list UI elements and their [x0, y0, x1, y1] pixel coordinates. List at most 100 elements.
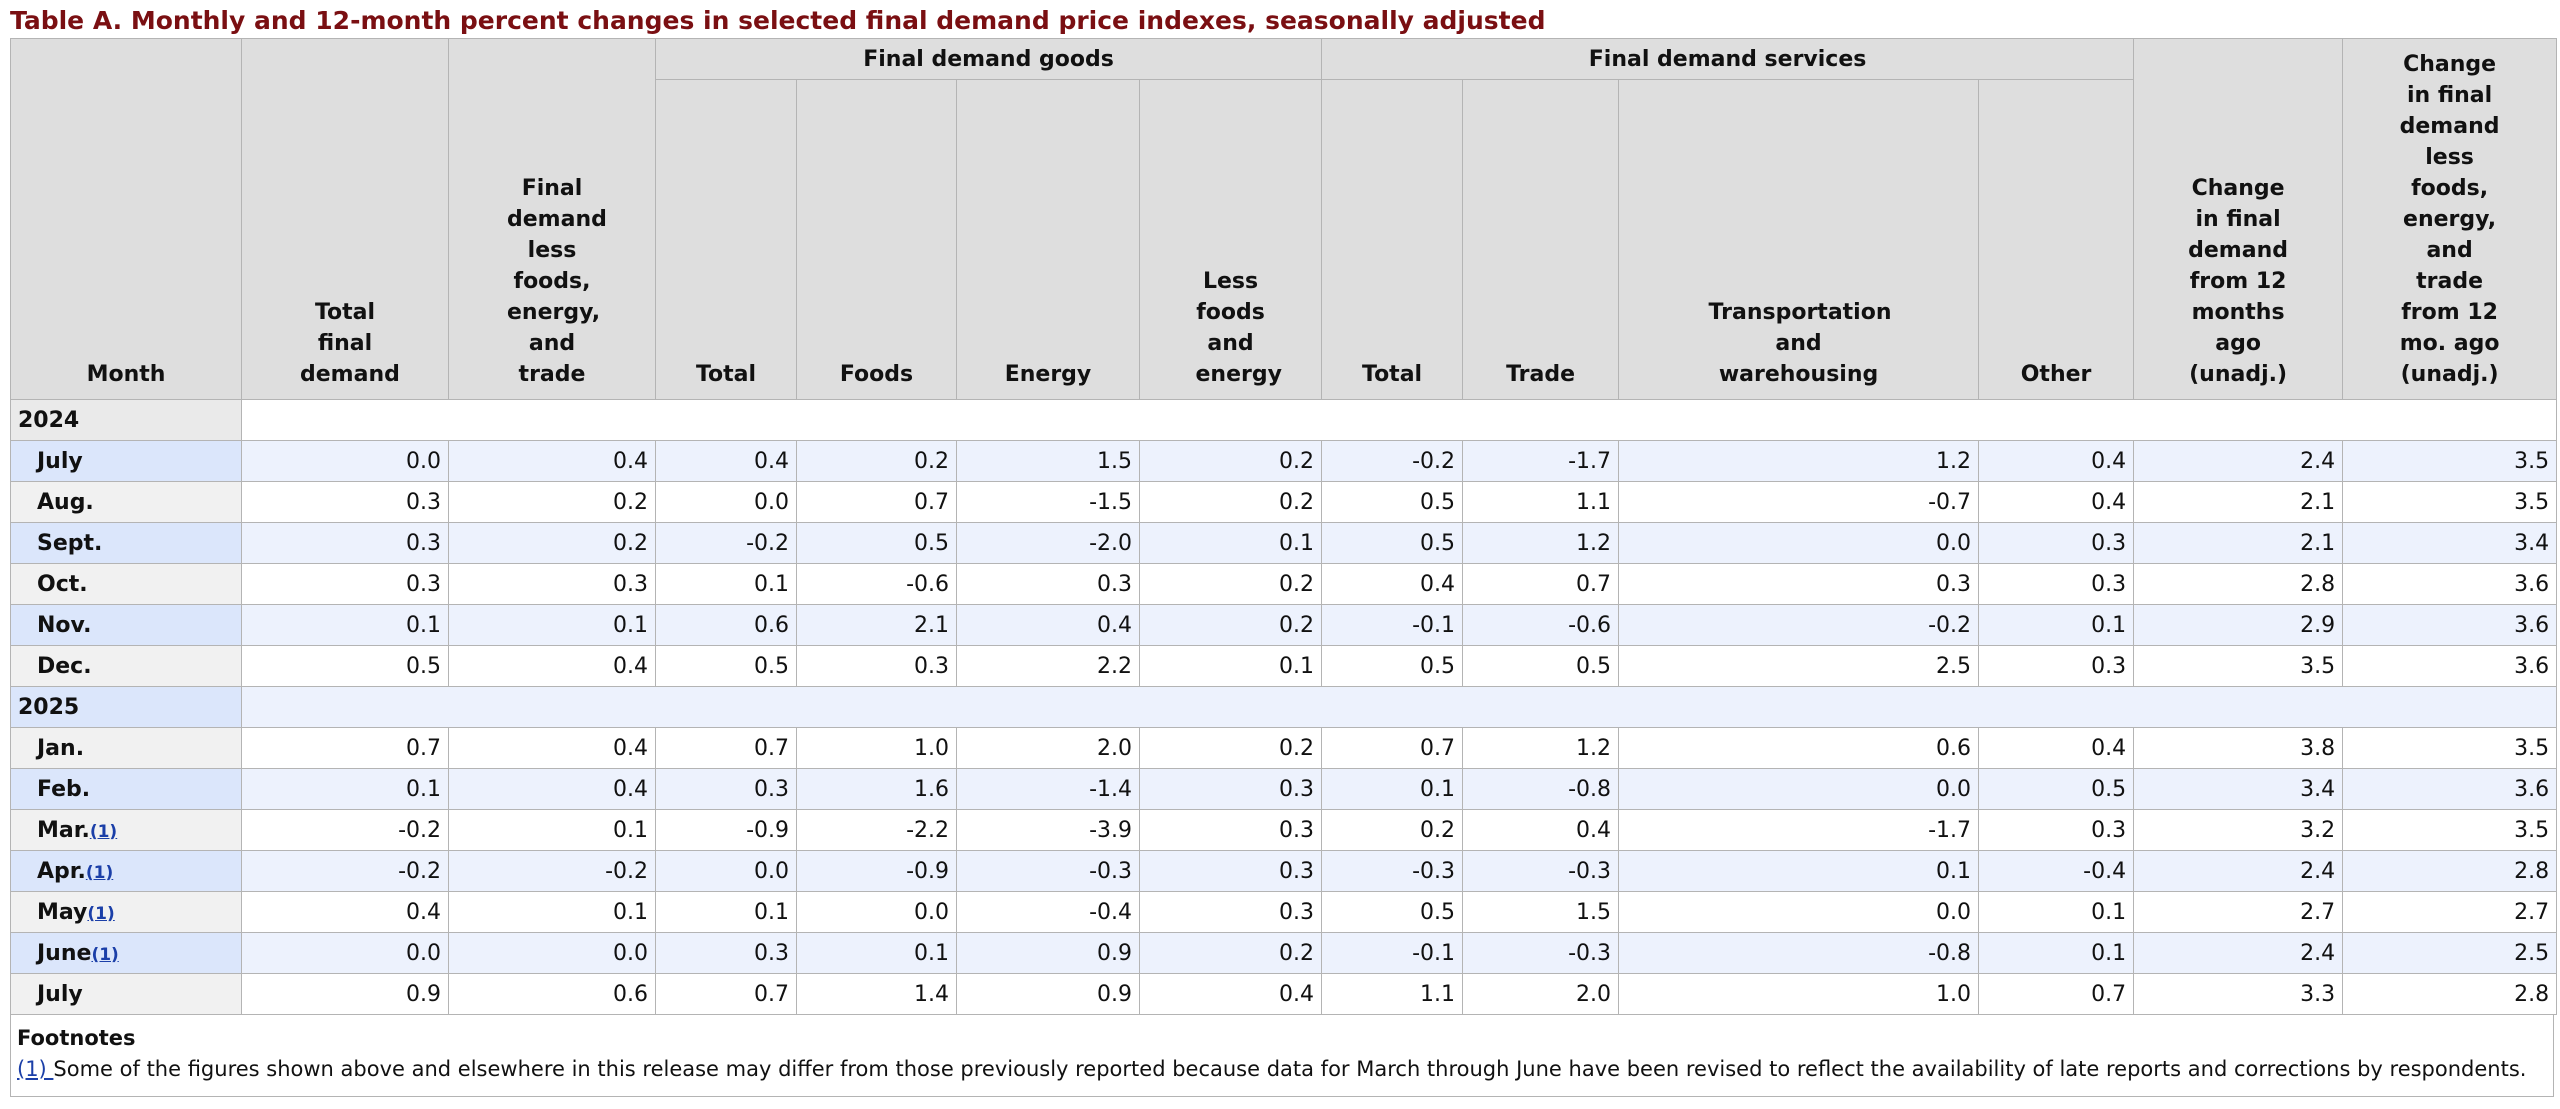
cell-services-transportation: -0.2 — [1618, 604, 1980, 646]
cell-services-total: 0.2 — [1321, 809, 1464, 851]
cell-change-less-12-months: 2.8 — [2342, 973, 2558, 1015]
cell-services-transportation: -0.7 — [1618, 481, 1980, 523]
cell-services-other: 0.1 — [1978, 932, 2135, 974]
table-row: June(1) 0.0 0.0 0.3 0.1 0.9 0.2 -0.1 -0.3 -0.8 0.1… — [10, 932, 2558, 974]
cell-change-12-months: 2.4 — [2133, 850, 2344, 892]
cell-services-trade: -1.7 — [1462, 440, 1620, 482]
year-label: 2025 — [10, 686, 242, 728]
cell-goods-energy: 0.9 — [956, 973, 1140, 1015]
cell-total-final-demand: 0.9 — [241, 973, 449, 1015]
cell-change-less-12-months: 3.5 — [2342, 727, 2558, 769]
cell-services-total: 0.5 — [1321, 891, 1464, 933]
cell-goods-foods: 0.0 — [796, 891, 957, 933]
cell-goods-energy: -0.4 — [956, 891, 1140, 933]
cell-services-trade: -0.6 — [1462, 604, 1620, 646]
row-month: Apr.(1) — [10, 850, 242, 892]
cell-services-transportation: 1.0 — [1618, 973, 1980, 1015]
cell-goods-energy: -0.3 — [956, 850, 1140, 892]
cell-services-trade: -0.8 — [1462, 768, 1620, 810]
cell-goods-total: 0.1 — [655, 563, 797, 605]
header-total-final-demand: Total final demand — [241, 38, 449, 400]
cell-goods-less-foods-energy: 0.2 — [1138, 481, 1323, 523]
cell-total-final-demand: 0.7 — [241, 727, 449, 769]
cell-change-less-12-months: 3.5 — [2342, 809, 2558, 851]
cell-goods-foods: 2.1 — [796, 604, 957, 646]
cell-services-other: 0.5 — [1978, 768, 2135, 810]
cell-services-transportation: 0.6 — [1618, 727, 1980, 769]
cell-services-transportation: 0.0 — [1618, 891, 1980, 933]
footnote-link[interactable]: (1) — [89, 821, 118, 842]
cell-services-trade: 0.4 — [1462, 809, 1620, 851]
cell-goods-less-foods-energy: 0.2 — [1138, 932, 1323, 974]
cell-services-transportation: 0.1 — [1618, 850, 1980, 892]
footnote-link[interactable]: (1) — [85, 862, 114, 883]
table-row: Aug. 0.3 0.2 0.0 0.7 -1.5 0.2 0.5 1.1 -0.7 0.4 2.1 3… — [10, 481, 2558, 523]
cell-change-12-months: 3.3 — [2133, 973, 2344, 1015]
table-row: Feb. 0.1 0.4 0.3 1.6 -1.4 0.3 0.1 -0.8 0.0 0.5 3.4 3… — [10, 768, 2558, 810]
cell-services-total: -0.1 — [1321, 604, 1464, 646]
table-row: July 0.9 0.6 0.7 1.4 0.9 0.4 1.1 2.0 1.0 0.7 3.3 2.8 — [10, 973, 2558, 1015]
cell-change-12-months: 2.1 — [2133, 522, 2344, 564]
table-row: Sept. 0.3 0.2 -0.2 0.5 -2.0 0.1 0.5 1.2 0.0 0.3 2.1… — [10, 522, 2558, 564]
cell-services-total: 1.1 — [1321, 973, 1464, 1015]
cell-goods-energy: 2.2 — [956, 645, 1140, 687]
cell-services-total: 0.5 — [1321, 645, 1464, 687]
table-row: Apr.(1) -0.2 -0.2 0.0 -0.9 -0.3 0.3 -0.3 -0.3 0.1… — [10, 850, 2558, 892]
cell-services-transportation: 0.3 — [1618, 563, 1980, 605]
header-final-demand-services: Final demand services — [1321, 38, 2135, 80]
cell-change-12-months: 2.9 — [2133, 604, 2344, 646]
cell-services-total: -0.3 — [1321, 850, 1464, 892]
cell-goods-foods: 1.4 — [796, 973, 957, 1015]
cell-change-less-12-months: 2.7 — [2342, 891, 2558, 933]
month-label: June — [37, 940, 92, 966]
cell-services-total: 0.1 — [1321, 768, 1464, 810]
cell-goods-energy: 1.5 — [956, 440, 1140, 482]
cell-services-total: 0.5 — [1321, 481, 1464, 523]
month-label: Nov. — [37, 612, 92, 638]
row-month: Nov. — [10, 604, 242, 646]
cell-total-final-demand: 0.3 — [241, 481, 449, 523]
cell-services-transportation: -0.8 — [1618, 932, 1980, 974]
cell-fd-less-foods-energy-trade: 0.1 — [448, 891, 656, 933]
month-label: Apr. — [37, 858, 86, 884]
cell-goods-less-foods-energy: 0.3 — [1138, 891, 1323, 933]
cell-goods-total: -0.9 — [655, 809, 797, 851]
cell-change-12-months: 3.8 — [2133, 727, 2344, 769]
cell-goods-foods: 0.1 — [796, 932, 957, 974]
footnote-ref-link[interactable]: (1) — [17, 1057, 54, 1081]
month-label: Aug. — [37, 489, 94, 515]
cell-change-less-12-months: 3.4 — [2342, 522, 2558, 564]
row-month: Aug. — [10, 481, 242, 523]
cell-change-12-months: 3.4 — [2133, 768, 2344, 810]
table-row: July 0.0 0.4 0.4 0.2 1.5 0.2 -0.2 -1.7 1.2 0.4 2.4 3… — [10, 440, 2558, 482]
cell-services-other: 0.7 — [1978, 973, 2135, 1015]
cell-services-total: 0.4 — [1321, 563, 1464, 605]
header-change-12-months: Change in final demand from 12 months ag… — [2133, 38, 2344, 400]
header-month: Month — [10, 38, 242, 400]
footnote-link[interactable]: (1) — [91, 944, 119, 965]
header-goods-energy: Energy — [956, 79, 1140, 400]
footnote-link[interactable]: (1) — [87, 903, 115, 924]
cell-services-transportation: 2.5 — [1618, 645, 1980, 687]
cell-goods-total: 0.3 — [655, 932, 797, 974]
cell-change-less-12-months: 2.5 — [2342, 932, 2558, 974]
cell-services-other: 0.4 — [1978, 440, 2135, 482]
cell-services-transportation: 1.2 — [1618, 440, 1980, 482]
cell-goods-foods: 1.6 — [796, 768, 957, 810]
cell-goods-total: 0.4 — [655, 440, 797, 482]
header-goods-total: Total — [655, 79, 797, 400]
cell-goods-less-foods-energy: 0.3 — [1138, 768, 1323, 810]
cell-goods-foods: 0.7 — [796, 481, 957, 523]
table-row: Dec. 0.5 0.4 0.5 0.3 2.2 0.1 0.5 0.5 2.5 0.3 3.5 3.6 — [10, 645, 2558, 687]
cell-fd-less-foods-energy-trade: 0.3 — [448, 563, 656, 605]
cell-fd-less-foods-energy-trade: 0.2 — [448, 522, 656, 564]
cell-services-trade: 2.0 — [1462, 973, 1620, 1015]
month-label: May — [37, 899, 88, 925]
row-month: Jan. — [10, 727, 242, 769]
row-month: Oct. — [10, 563, 242, 605]
footnote-1: (1) Some of the figures shown above and … — [17, 1053, 2547, 1085]
cell-total-final-demand: 0.0 — [241, 932, 449, 974]
cell-services-transportation: -1.7 — [1618, 809, 1980, 851]
header-goods-foods: Foods — [796, 79, 957, 400]
cell-goods-energy: 0.4 — [956, 604, 1140, 646]
